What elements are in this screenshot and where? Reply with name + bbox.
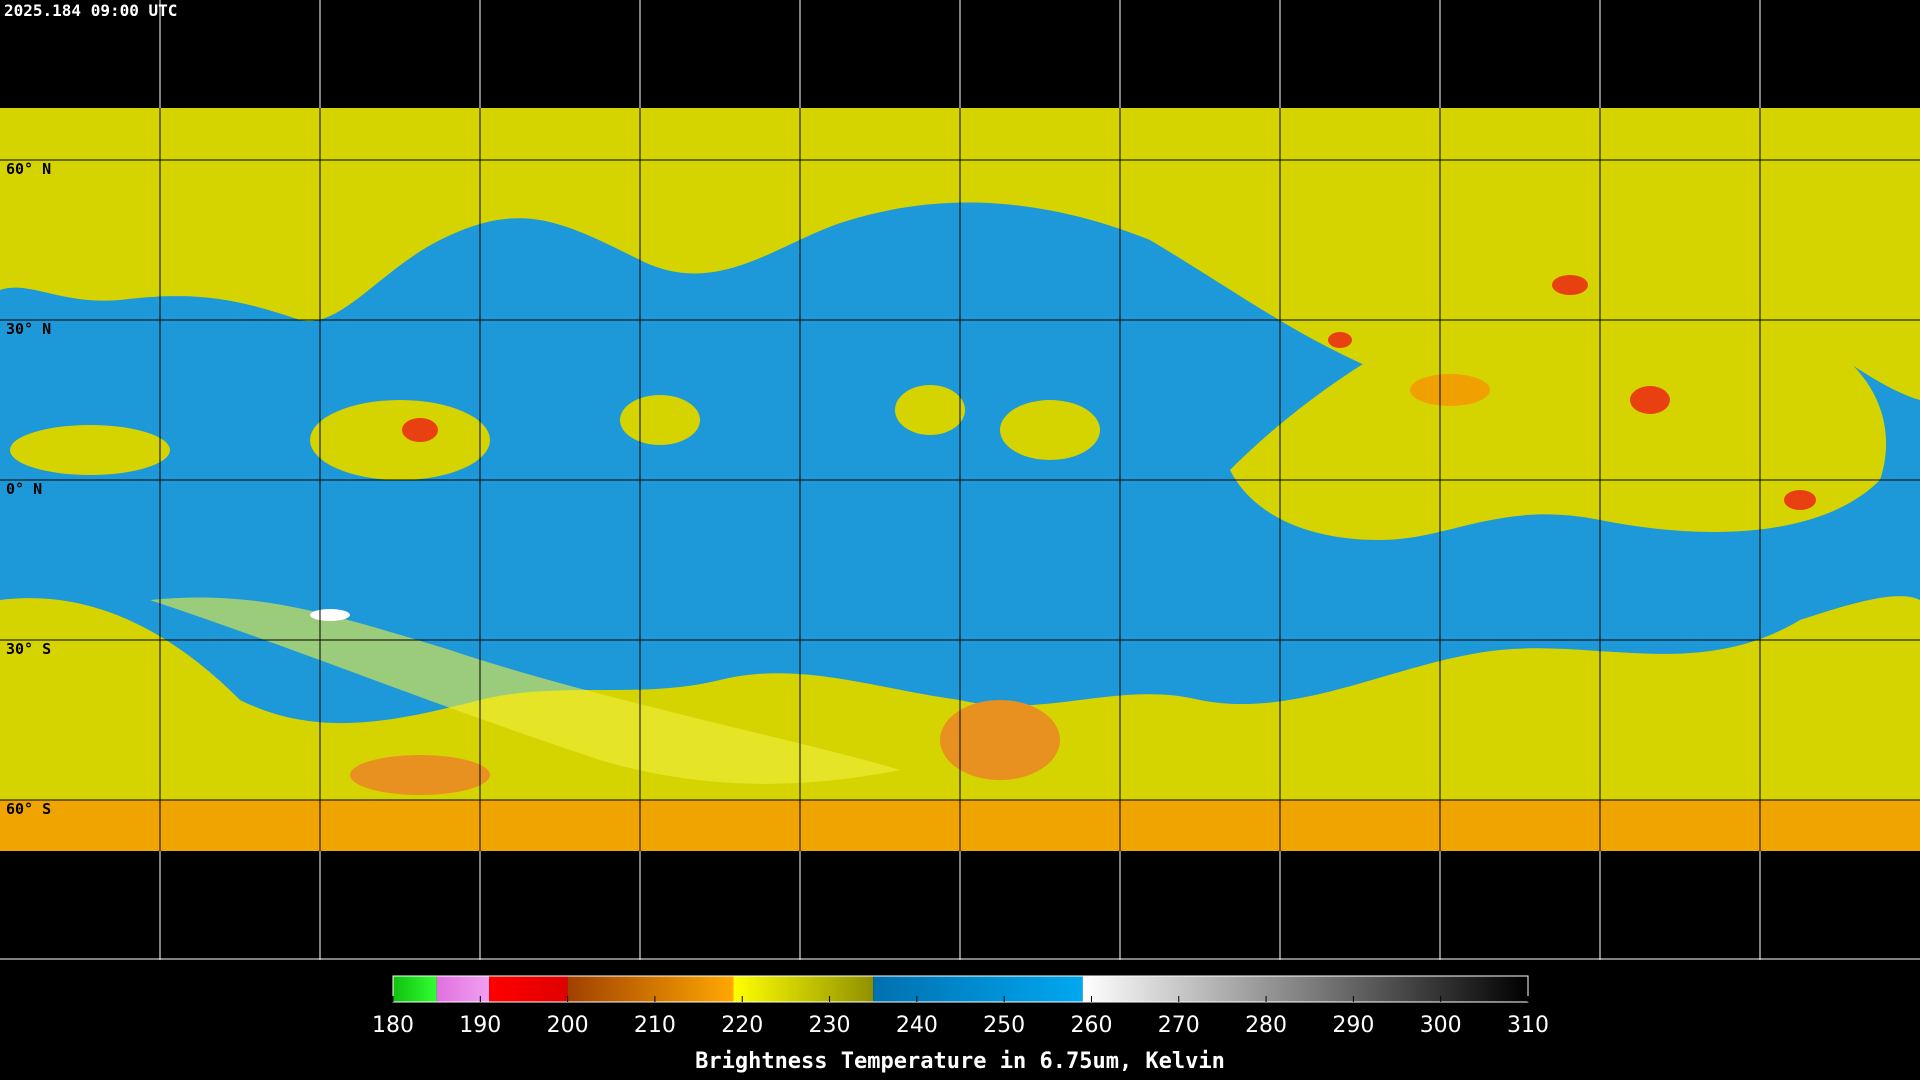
colorbar-tick-label: 310 [1507,1013,1549,1038]
colorbar-segment [489,976,568,1002]
cold-patch [940,700,1060,780]
colorbar-tick-label: 210 [634,1013,676,1038]
colorbar-tick-label: 190 [459,1013,501,1038]
graticule [0,0,1920,960]
colorbar-tick-label: 280 [1245,1013,1287,1038]
colorbar-segment [873,976,1083,1002]
latitude-label: 30° S [6,640,51,658]
cold-cloud [402,418,438,442]
cold-cloud [1410,374,1490,406]
latitude-label: 0° N [6,480,42,498]
convection [1000,400,1100,460]
latitude-labels: 60° N 30° N 0° N 30° S 60° S [6,160,51,818]
convection [620,395,700,445]
colorbar-tick-label: 240 [896,1013,938,1038]
latitude-label: 30° N [6,320,51,338]
colorbar-tick-label: 250 [983,1013,1025,1038]
colorbar-segment [393,976,437,1002]
colorbar-tick-label: 300 [1420,1013,1462,1038]
timestamp: 2025.184 09:00 UTC [4,1,177,20]
colorbar-label: Brightness Temperature in 6.75um, Kelvin [695,1049,1225,1074]
colorbar-tick-label: 270 [1158,1013,1200,1038]
colorbar-segment [733,976,874,1002]
colorbar-segment [567,976,734,1002]
colorbar-tick-label: 200 [547,1013,589,1038]
cold-patch [350,755,490,795]
cold-cloud [1328,332,1352,348]
colorbar-segment [1082,976,1528,1002]
colorbar: 180 190 200 210 220 230 240 250 260 270 280 290 300 3… [372,975,1549,1038]
south-jet [150,597,900,784]
latitude-label: 60° N [6,160,51,178]
latitude-label: 60° S [6,800,51,818]
colorbar-tick-label: 230 [809,1013,851,1038]
cold-cloud [1784,490,1816,510]
asian-monsoon [1230,287,1887,540]
colorbar-tick-label: 180 [372,1013,414,1038]
convection [310,400,490,480]
colorbar-tick-label: 260 [1070,1013,1112,1038]
convection [10,425,170,475]
colorbar-segment [436,976,490,1002]
colorbar-tick-label: 220 [721,1013,763,1038]
cold-cloud [1630,386,1670,414]
convection [895,385,965,435]
dry-spot [310,609,350,621]
cold-cloud [1552,275,1588,295]
colorbar-tick-label: 290 [1332,1013,1374,1038]
colorbar-frame [392,975,1529,1003]
